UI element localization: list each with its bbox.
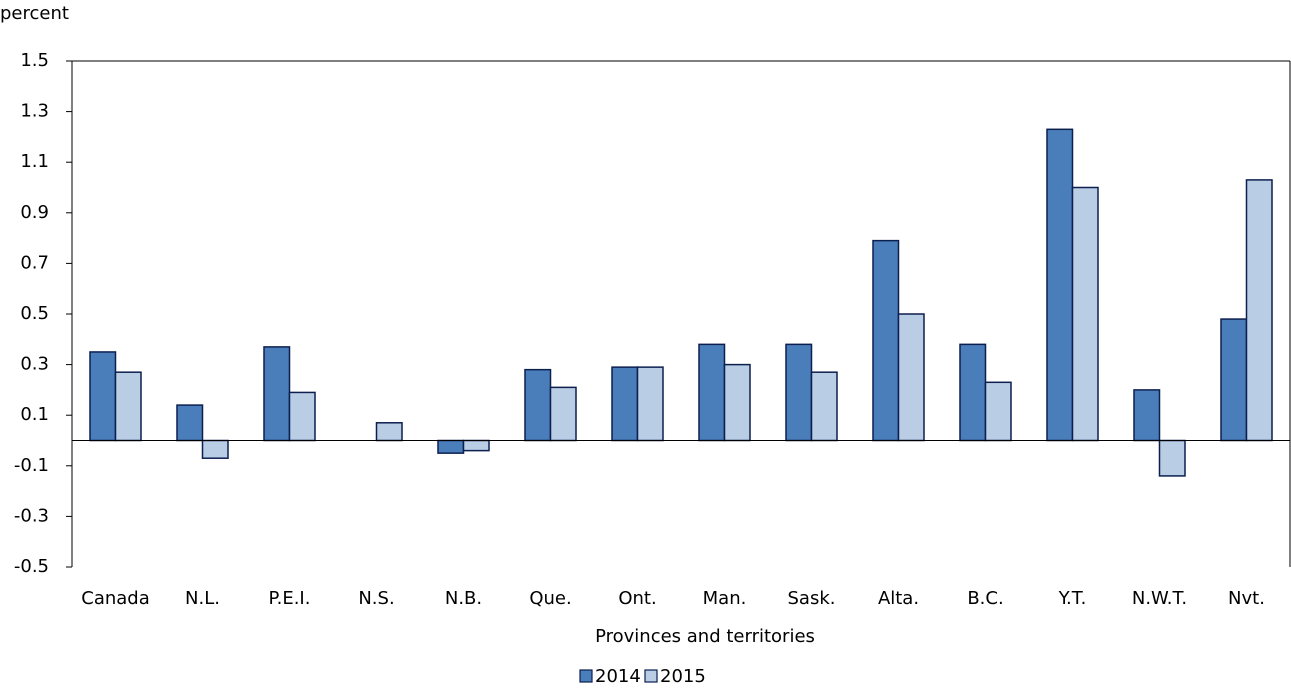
y-tick-label: 1.3 bbox=[20, 101, 49, 122]
bar bbox=[1158, 439, 1186, 477]
x-tick-label: N.B. bbox=[445, 588, 482, 609]
y-tick-label: -0.5 bbox=[14, 556, 49, 577]
y-tick-label: 1.5 bbox=[20, 50, 49, 71]
y-tick-label: 0.3 bbox=[20, 354, 49, 375]
y-axis-title: percent bbox=[0, 3, 69, 24]
x-tick-label: Man. bbox=[703, 588, 747, 609]
bar bbox=[201, 439, 229, 459]
legend-swatch bbox=[579, 669, 593, 683]
y-tick-label: 0.7 bbox=[20, 252, 49, 273]
legend-swatch bbox=[644, 669, 658, 683]
bar bbox=[984, 381, 1012, 442]
bar bbox=[375, 422, 403, 442]
bar bbox=[1245, 179, 1273, 442]
x-tick-label: Canada bbox=[81, 588, 150, 609]
bar bbox=[1133, 389, 1161, 442]
x-tick-label: N.L. bbox=[185, 588, 220, 609]
bar bbox=[462, 439, 490, 452]
x-tick-label: N.S. bbox=[358, 588, 394, 609]
bar bbox=[114, 371, 142, 442]
bar bbox=[698, 343, 726, 442]
x-tick-label: B.C. bbox=[967, 588, 1003, 609]
y-tick-label: -0.1 bbox=[14, 455, 49, 476]
x-tick-label: N.W.T. bbox=[1132, 588, 1187, 609]
x-tick-label: Ont. bbox=[618, 588, 656, 609]
x-tick-label: Nvt. bbox=[1228, 588, 1265, 609]
bar bbox=[897, 313, 925, 442]
x-tick-label: P.E.I. bbox=[269, 588, 311, 609]
y-tick-label: 0.5 bbox=[20, 303, 49, 324]
y-tick-label: 1.1 bbox=[20, 151, 49, 172]
y-tick-label: 0.9 bbox=[20, 202, 49, 223]
x-axis-title: Provinces and territories bbox=[595, 626, 815, 647]
legend-label: 2014 bbox=[595, 666, 641, 687]
bar bbox=[288, 391, 316, 442]
bar bbox=[1046, 128, 1074, 442]
bar bbox=[785, 343, 813, 442]
bar bbox=[636, 366, 664, 442]
bar bbox=[549, 386, 577, 442]
x-tick-label: Alta. bbox=[878, 588, 919, 609]
x-tick-label: Sask. bbox=[788, 588, 836, 609]
bar bbox=[1071, 186, 1099, 442]
bar bbox=[723, 363, 751, 442]
bar bbox=[810, 371, 838, 442]
bar bbox=[872, 239, 900, 442]
bar bbox=[524, 368, 552, 442]
bar bbox=[89, 351, 117, 442]
bar bbox=[1220, 318, 1248, 442]
bar bbox=[437, 439, 465, 454]
bar bbox=[611, 366, 639, 442]
y-tick-label: 0.1 bbox=[20, 404, 49, 425]
bar bbox=[263, 346, 291, 442]
x-tick-label: Y.T. bbox=[1058, 588, 1087, 609]
y-tick-label: -0.3 bbox=[14, 505, 49, 526]
legend-label: 2015 bbox=[660, 666, 706, 687]
bar bbox=[959, 343, 987, 442]
bar bbox=[176, 404, 204, 442]
x-tick-label: Que. bbox=[529, 588, 571, 609]
